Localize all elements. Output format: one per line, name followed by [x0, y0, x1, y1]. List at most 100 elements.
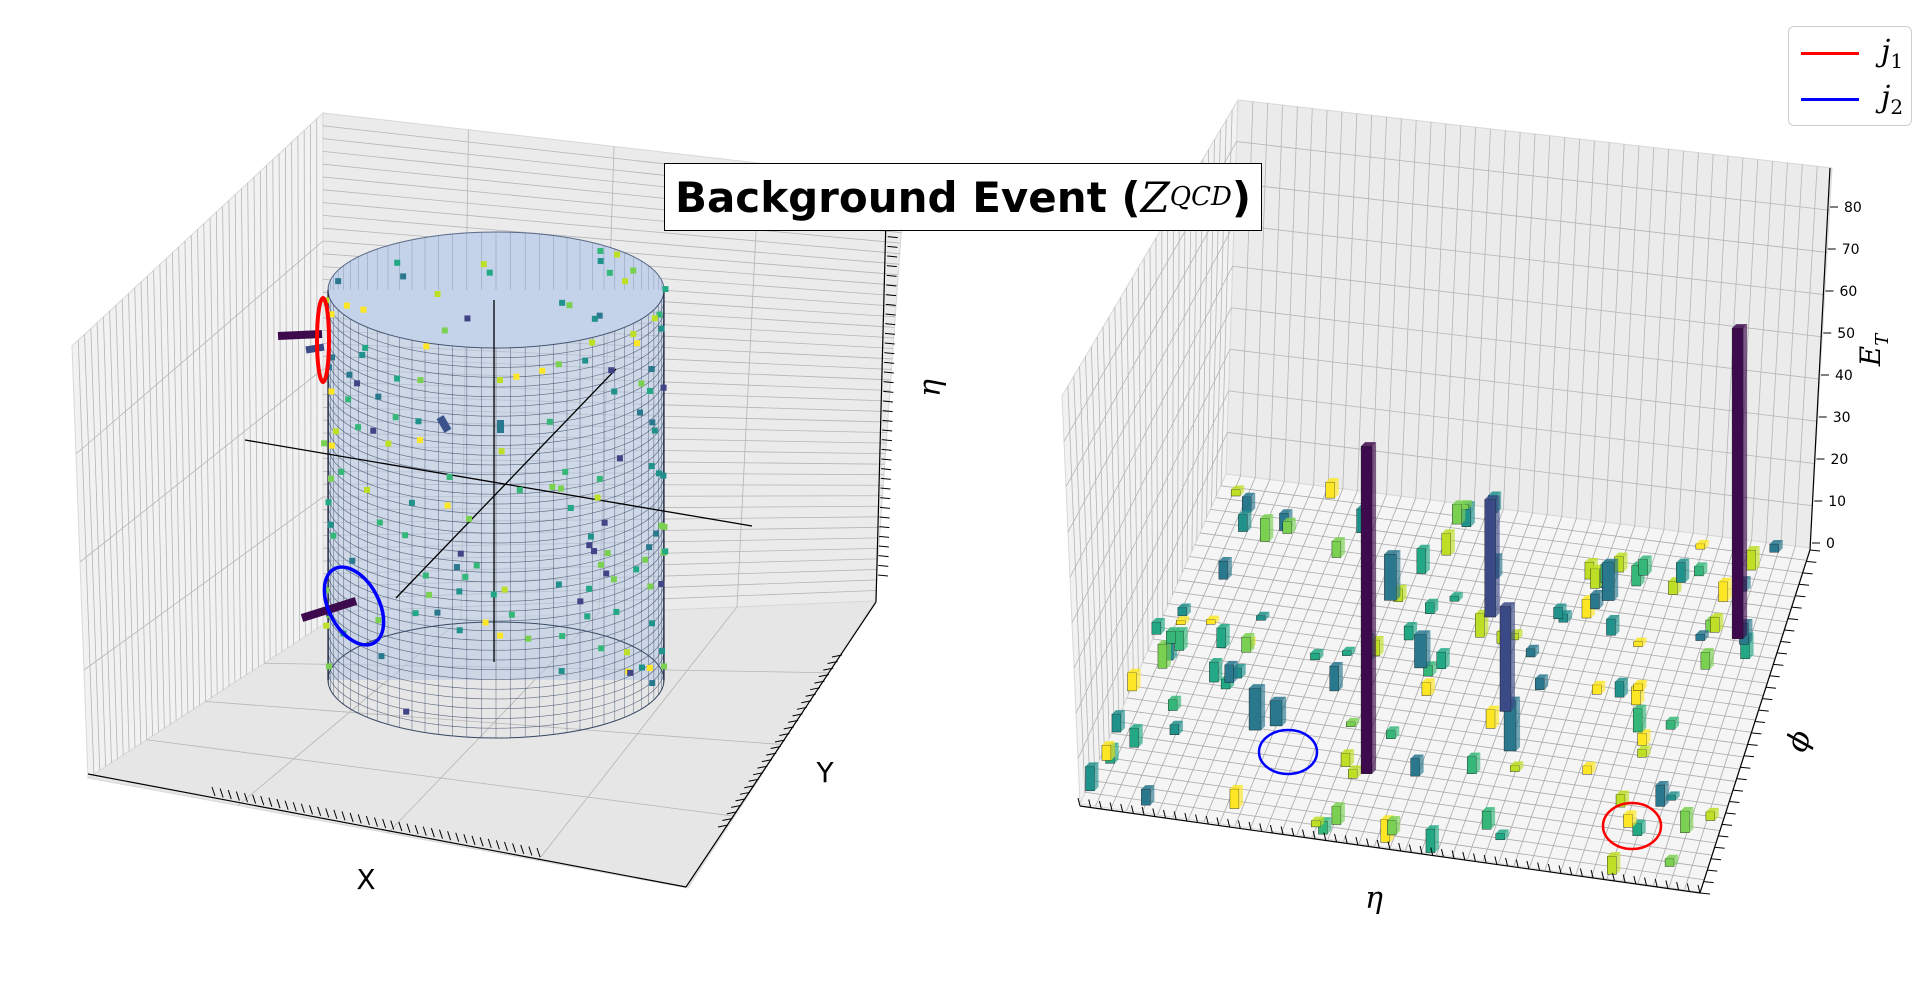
tower-top [1499, 602, 1515, 607]
left-z-label: η [913, 379, 948, 397]
tick-mark [1558, 865, 1562, 874]
tick-mark [881, 439, 892, 442]
tick-mark [463, 834, 468, 844]
tower-side [1150, 785, 1155, 806]
tick-mark [881, 468, 892, 471]
tick-mark [885, 303, 896, 306]
tower [1384, 553, 1397, 601]
tower [1637, 749, 1647, 758]
hit [426, 591, 433, 598]
hit [501, 586, 508, 593]
tower-side [1238, 784, 1243, 809]
tick-mark [1259, 823, 1263, 832]
tower-top [1666, 791, 1680, 796]
tick-mark [1473, 853, 1477, 862]
grid-line [1532, 135, 1551, 513]
grid-line [1327, 111, 1343, 487]
tick-mark [1237, 820, 1241, 829]
right-z-tick-labels: 0 10 20 30 40 50 60 70 80 [1812, 200, 1862, 552]
tick-mark [752, 772, 764, 776]
tower-top [1718, 577, 1732, 582]
hit [660, 384, 667, 391]
detector-cylinder [327, 231, 665, 739]
tower-top [1414, 630, 1431, 635]
tower [1655, 784, 1665, 807]
tick-mark [495, 840, 500, 850]
tick-mark [1515, 859, 1519, 868]
tower-top [1206, 615, 1220, 620]
hit [370, 427, 377, 434]
tower-side [1719, 613, 1724, 633]
tower-top [1436, 648, 1450, 653]
tick-mark [341, 811, 346, 821]
tower-side [1136, 668, 1141, 691]
hit [566, 302, 573, 309]
tower-top [1484, 495, 1500, 500]
tower-side [1616, 852, 1621, 875]
jet-1-marker [277, 296, 331, 384]
z-tick-label: 70 [1842, 242, 1860, 258]
legend-swatch-j2 [1801, 97, 1859, 101]
grid-line [1678, 152, 1699, 532]
tower-top [1101, 741, 1115, 746]
tower-top [1129, 724, 1143, 729]
tick-mark [885, 313, 896, 316]
hit [656, 311, 663, 318]
left-3d-axes: X Y η [71, 111, 948, 896]
grid-line [1233, 224, 1825, 296]
tower-side [1177, 695, 1182, 711]
hit [328, 311, 335, 318]
tower-side [1567, 610, 1572, 623]
hit [498, 448, 505, 455]
grid-line [1420, 514, 1548, 853]
hit [638, 380, 645, 387]
tower [1403, 625, 1414, 641]
tower-side [1468, 500, 1473, 510]
tower-side [1685, 558, 1690, 583]
right-y-label: ϕ [1779, 726, 1819, 756]
tower-top [1695, 539, 1709, 544]
grid-line [1765, 162, 1788, 543]
grid-line [1234, 492, 1373, 827]
tower [1676, 562, 1686, 583]
grid-line [1529, 527, 1650, 868]
tower [1331, 806, 1342, 825]
grid-line [1560, 531, 1679, 873]
tick-mark [1686, 883, 1690, 892]
tower [1746, 549, 1756, 571]
tick-mark [504, 841, 508, 852]
tick-mark [1736, 778, 1747, 781]
tower-side [1114, 742, 1119, 764]
hit [321, 440, 328, 447]
tick-mark [455, 832, 460, 842]
tower [1248, 687, 1262, 731]
tower [1705, 811, 1716, 821]
tick-mark [774, 739, 786, 743]
grid-line [1707, 156, 1729, 536]
tick-mark [879, 526, 890, 529]
hit [558, 485, 565, 492]
grid-line [1327, 503, 1460, 840]
grid-line [1149, 247, 1154, 640]
title-prefix: Background Event ( [674, 172, 1141, 222]
tower [1553, 607, 1563, 620]
grid-line [1143, 257, 1149, 651]
tower-side [1241, 663, 1246, 679]
tower [1700, 651, 1711, 670]
tower-top [1526, 644, 1540, 649]
tick-mark [1152, 808, 1156, 817]
tower-top [1168, 695, 1182, 700]
grid-line [79, 368, 324, 563]
tick-mark [717, 824, 729, 828]
tick-mark [884, 352, 895, 355]
grid-line [1488, 130, 1506, 508]
tick-mark [809, 687, 821, 691]
tower [1342, 650, 1352, 656]
tower [1177, 607, 1188, 617]
hit [434, 291, 441, 298]
tower [1680, 810, 1690, 833]
tower-side [1430, 678, 1435, 696]
tick-mark [770, 746, 781, 750]
tick-mark [1505, 857, 1509, 867]
tower-top [1705, 807, 1719, 812]
